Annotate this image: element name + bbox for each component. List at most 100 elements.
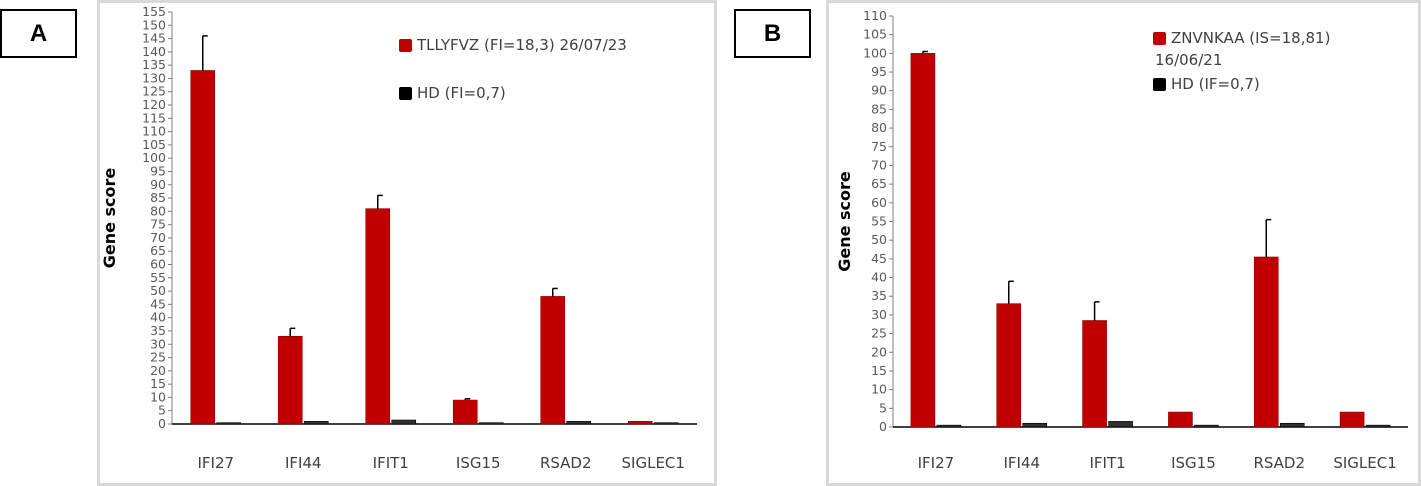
y-tick-label: 135	[142, 57, 166, 72]
y-tick-label: 100	[142, 150, 166, 165]
y-tick-label: 100	[863, 45, 887, 60]
y-tick-label: 10	[871, 382, 887, 397]
y-tick-label: 95	[150, 163, 166, 178]
legend-entry: ZNVNKAA (IS=18,81) 16/06/21	[1155, 29, 1330, 69]
bar-series-1	[996, 303, 1022, 428]
bar-series-2	[1022, 422, 1048, 428]
y-tick-label: 140	[142, 44, 166, 59]
category-label: RSAD2	[540, 454, 592, 472]
y-tick-label: 150	[142, 17, 166, 32]
y-tick-label: 45	[150, 296, 166, 311]
bar-series-1	[540, 296, 566, 425]
y-tick-label: 25	[871, 326, 887, 341]
y-tick-label: 20	[871, 344, 887, 359]
y-tick-label: 125	[142, 84, 166, 99]
y-tick-label: 105	[142, 137, 166, 152]
y-tick-label: 50	[871, 232, 887, 247]
y-tick-label: 90	[871, 83, 887, 98]
y-tick-label: 45	[871, 251, 887, 266]
y-tick-label: 25	[150, 350, 166, 365]
bar-series-2	[936, 424, 962, 428]
category-label: IFI44	[285, 454, 322, 472]
y-tick-label: 40	[150, 310, 166, 325]
bar-series-1	[190, 70, 216, 425]
legend-entry: TLLYFVZ (FI=18,3) 26/07/23	[416, 36, 627, 54]
bar-series-2	[1194, 424, 1219, 428]
category-label: IFI44	[1003, 454, 1040, 472]
category-label: IFIT1	[1089, 454, 1125, 472]
y-tick-label: 55	[150, 270, 166, 285]
y-tick-label: 80	[871, 120, 887, 135]
y-tick-label: 85	[871, 101, 887, 116]
category-label: IFIT1	[373, 454, 409, 472]
legend-swatch-series-1	[1153, 32, 1166, 45]
y-tick-label: 50	[150, 283, 166, 298]
y-axis-label: Gene score	[835, 171, 854, 272]
category-label: SIGLEC1	[622, 454, 685, 472]
bar-series-1	[277, 335, 303, 425]
bar-series-2	[653, 422, 679, 425]
y-tick-label: 40	[871, 270, 887, 285]
category-label: IFI27	[918, 454, 955, 472]
y-tick-label: 70	[871, 157, 887, 172]
y-tick-label: 15	[871, 363, 887, 378]
y-tick-label: 5	[879, 400, 887, 415]
legend-entry: HD (FI=0,7)	[417, 84, 506, 102]
y-tick-label: 30	[150, 336, 166, 351]
y-tick-label: 30	[871, 307, 887, 322]
bar-series-1	[1082, 320, 1107, 428]
y-tick-label: 75	[150, 217, 166, 232]
y-tick-label: 90	[150, 177, 166, 192]
y-tick-label: 0	[158, 416, 166, 431]
bar-series-2	[303, 421, 329, 425]
y-tick-label: 65	[150, 243, 166, 258]
y-tick-label: 10	[150, 389, 166, 404]
y-tick-label: 115	[142, 110, 166, 125]
legend-swatch-series-1	[399, 39, 412, 52]
y-tick-label: 5	[158, 403, 166, 418]
y-tick-label: 0	[879, 419, 887, 434]
y-tick-label: 60	[871, 195, 887, 210]
panel-label-b: B	[734, 9, 811, 58]
y-tick-label: 60	[150, 257, 166, 272]
legend-swatch-series-2	[399, 87, 412, 100]
bar-series-2	[216, 422, 242, 425]
bar-series-2	[1108, 421, 1133, 428]
y-tick-label: 130	[142, 70, 166, 85]
bar-series-1	[1253, 256, 1279, 428]
legend-entry: HD (IF=0,7)	[1171, 75, 1260, 93]
y-tick-label: 35	[871, 288, 887, 303]
y-tick-label: 80	[150, 203, 166, 218]
bar-series-2	[478, 422, 504, 425]
y-tick-label: 155	[142, 4, 166, 19]
bar-chart-b: 0 5 10 15 20 25 30 35 40 45 50 55 60 65 70 75 80 85 90 95 10…	[835, 8, 1408, 472]
y-tick-label: 20	[150, 363, 166, 378]
bar-series-1	[1168, 411, 1193, 428]
bar-chart-a: 0510152025303540455055606570758085909510…	[100, 4, 697, 472]
bar-series-1	[452, 399, 478, 425]
bar-series-2	[566, 421, 592, 425]
category-label: ISG15	[1171, 454, 1216, 472]
y-tick-label: 105	[863, 27, 887, 42]
panel-label-a: A	[0, 9, 77, 58]
y-tick-label: 15	[150, 376, 166, 391]
bar-series-2	[1365, 424, 1391, 428]
category-label: ISG15	[456, 454, 501, 472]
y-tick-label: 110	[863, 8, 887, 23]
y-tick-label: 120	[142, 97, 166, 112]
bar-series-2	[1279, 422, 1305, 428]
y-tick-label: 110	[142, 124, 166, 139]
y-axis-label: Gene score	[100, 168, 119, 269]
bar-series-1	[1339, 411, 1365, 428]
y-tick-label: 75	[871, 139, 887, 154]
y-tick-label: 95	[871, 64, 887, 79]
category-label: SIGLEC1	[1333, 454, 1396, 472]
legend-swatch-series-2	[1153, 78, 1166, 91]
y-tick-label: 70	[150, 230, 166, 245]
y-tick-label: 55	[871, 214, 887, 229]
bar-series-1	[627, 421, 653, 425]
category-label: RSAD2	[1253, 454, 1305, 472]
y-tick-label: 145	[142, 31, 166, 46]
y-tick-label: 85	[150, 190, 166, 205]
y-tick-label: 35	[150, 323, 166, 338]
